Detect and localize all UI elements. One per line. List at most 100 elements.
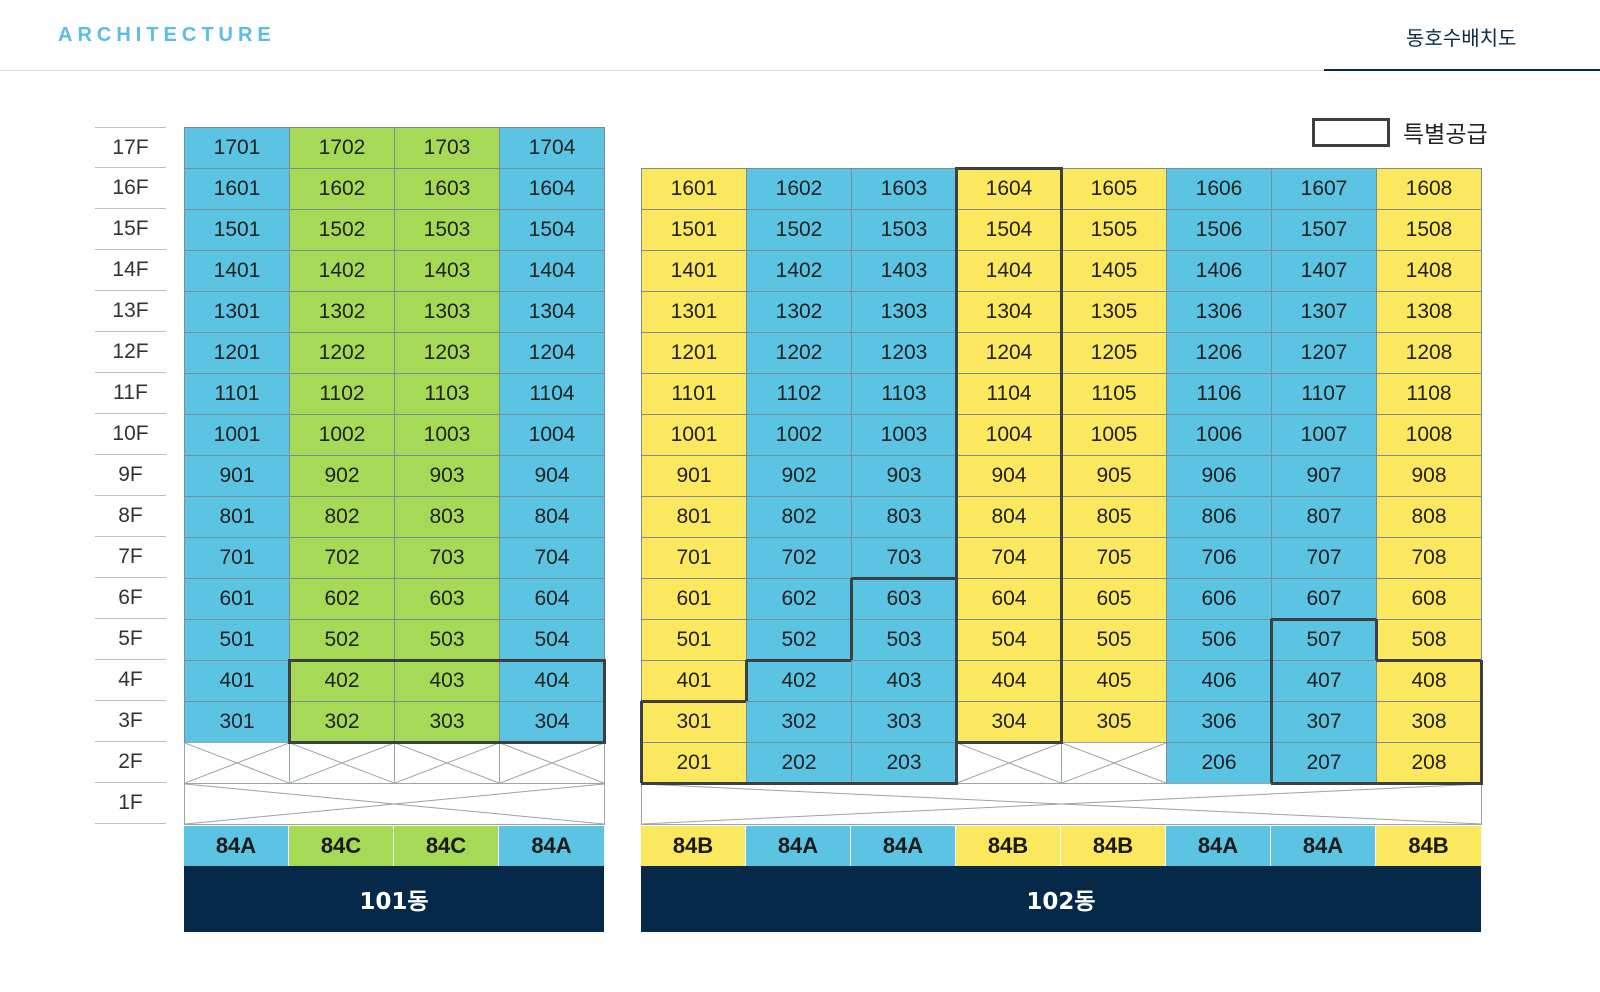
unit-102-1006[interactable]: 1006 bbox=[1166, 414, 1272, 456]
unit-102-702[interactable]: 702 bbox=[746, 537, 852, 579]
unit-102-1307[interactable]: 1307 bbox=[1271, 291, 1377, 333]
unit-102-1507[interactable]: 1507 bbox=[1271, 209, 1377, 251]
unit-102-1305[interactable]: 1305 bbox=[1061, 291, 1167, 333]
unit-102-1205[interactable]: 1205 bbox=[1061, 332, 1167, 374]
unit-102-905[interactable]: 905 bbox=[1061, 455, 1167, 497]
unit-101-1601[interactable]: 1601 bbox=[184, 168, 290, 210]
unit-101-604[interactable]: 604 bbox=[499, 578, 605, 620]
unit-101-301[interactable]: 301 bbox=[184, 701, 290, 743]
unit-102-606[interactable]: 606 bbox=[1166, 578, 1272, 620]
unit-102-1603[interactable]: 1603 bbox=[851, 168, 957, 210]
unit-102-501[interactable]: 501 bbox=[641, 619, 747, 661]
unit-101-1301[interactable]: 1301 bbox=[184, 291, 290, 333]
unit-101-703[interactable]: 703 bbox=[394, 537, 500, 579]
unit-102-1306[interactable]: 1306 bbox=[1166, 291, 1272, 333]
unit-102-604[interactable]: 604 bbox=[956, 578, 1062, 620]
unit-102-603[interactable]: 603 bbox=[851, 578, 957, 620]
unit-101-402[interactable]: 402 bbox=[289, 660, 395, 702]
unit-101-803[interactable]: 803 bbox=[394, 496, 500, 538]
unit-102-301[interactable]: 301 bbox=[641, 701, 747, 743]
unit-101-704[interactable]: 704 bbox=[499, 537, 605, 579]
unit-102-1608[interactable]: 1608 bbox=[1376, 168, 1482, 210]
unit-102-408[interactable]: 408 bbox=[1376, 660, 1482, 702]
unit-102-1104[interactable]: 1104 bbox=[956, 373, 1062, 415]
unit-102-1406[interactable]: 1406 bbox=[1166, 250, 1272, 292]
unit-101-302[interactable]: 302 bbox=[289, 701, 395, 743]
unit-102-705[interactable]: 705 bbox=[1061, 537, 1167, 579]
unit-101-503[interactable]: 503 bbox=[394, 619, 500, 661]
unit-101-1103[interactable]: 1103 bbox=[394, 373, 500, 415]
unit-102-701[interactable]: 701 bbox=[641, 537, 747, 579]
unit-102-1004[interactable]: 1004 bbox=[956, 414, 1062, 456]
unit-102-706[interactable]: 706 bbox=[1166, 537, 1272, 579]
unit-101-702[interactable]: 702 bbox=[289, 537, 395, 579]
unit-102-1301[interactable]: 1301 bbox=[641, 291, 747, 333]
unit-102-1401[interactable]: 1401 bbox=[641, 250, 747, 292]
unit-101-1004[interactable]: 1004 bbox=[499, 414, 605, 456]
unit-101-1402[interactable]: 1402 bbox=[289, 250, 395, 292]
unit-102-1405[interactable]: 1405 bbox=[1061, 250, 1167, 292]
unit-102-403[interactable]: 403 bbox=[851, 660, 957, 702]
unit-102-1605[interactable]: 1605 bbox=[1061, 168, 1167, 210]
unit-102-1207[interactable]: 1207 bbox=[1271, 332, 1377, 374]
unit-102-1005[interactable]: 1005 bbox=[1061, 414, 1167, 456]
unit-102-1505[interactable]: 1505 bbox=[1061, 209, 1167, 251]
unit-101-1401[interactable]: 1401 bbox=[184, 250, 290, 292]
unit-102-1508[interactable]: 1508 bbox=[1376, 209, 1482, 251]
unit-101-701[interactable]: 701 bbox=[184, 537, 290, 579]
unit-101-1501[interactable]: 1501 bbox=[184, 209, 290, 251]
unit-102-302[interactable]: 302 bbox=[746, 701, 852, 743]
unit-102-503[interactable]: 503 bbox=[851, 619, 957, 661]
unit-102-605[interactable]: 605 bbox=[1061, 578, 1167, 620]
unit-102-1102[interactable]: 1102 bbox=[746, 373, 852, 415]
unit-102-1501[interactable]: 1501 bbox=[641, 209, 747, 251]
unit-102-407[interactable]: 407 bbox=[1271, 660, 1377, 702]
unit-101-1703[interactable]: 1703 bbox=[394, 127, 500, 169]
unit-102-504[interactable]: 504 bbox=[956, 619, 1062, 661]
unit-101-1302[interactable]: 1302 bbox=[289, 291, 395, 333]
unit-101-1504[interactable]: 1504 bbox=[499, 209, 605, 251]
unit-101-1701[interactable]: 1701 bbox=[184, 127, 290, 169]
unit-101-1002[interactable]: 1002 bbox=[289, 414, 395, 456]
unit-101-1102[interactable]: 1102 bbox=[289, 373, 395, 415]
unit-102-806[interactable]: 806 bbox=[1166, 496, 1272, 538]
unit-102-1107[interactable]: 1107 bbox=[1271, 373, 1377, 415]
unit-102-1408[interactable]: 1408 bbox=[1376, 250, 1482, 292]
unit-101-401[interactable]: 401 bbox=[184, 660, 290, 702]
unit-102-608[interactable]: 608 bbox=[1376, 578, 1482, 620]
unit-102-401[interactable]: 401 bbox=[641, 660, 747, 702]
unit-102-502[interactable]: 502 bbox=[746, 619, 852, 661]
unit-102-1601[interactable]: 1601 bbox=[641, 168, 747, 210]
unit-102-1604[interactable]: 1604 bbox=[956, 168, 1062, 210]
unit-101-504[interactable]: 504 bbox=[499, 619, 605, 661]
unit-101-1204[interactable]: 1204 bbox=[499, 332, 605, 374]
unit-102-1106[interactable]: 1106 bbox=[1166, 373, 1272, 415]
unit-102-306[interactable]: 306 bbox=[1166, 701, 1272, 743]
unit-102-1502[interactable]: 1502 bbox=[746, 209, 852, 251]
unit-101-901[interactable]: 901 bbox=[184, 455, 290, 497]
unit-102-908[interactable]: 908 bbox=[1376, 455, 1482, 497]
unit-101-1603[interactable]: 1603 bbox=[394, 168, 500, 210]
unit-102-1003[interactable]: 1003 bbox=[851, 414, 957, 456]
unit-102-1504[interactable]: 1504 bbox=[956, 209, 1062, 251]
unit-101-1702[interactable]: 1702 bbox=[289, 127, 395, 169]
unit-102-708[interactable]: 708 bbox=[1376, 537, 1482, 579]
unit-101-1403[interactable]: 1403 bbox=[394, 250, 500, 292]
unit-102-703[interactable]: 703 bbox=[851, 537, 957, 579]
unit-102-305[interactable]: 305 bbox=[1061, 701, 1167, 743]
unit-102-203[interactable]: 203 bbox=[851, 742, 957, 784]
unit-102-903[interactable]: 903 bbox=[851, 455, 957, 497]
unit-102-807[interactable]: 807 bbox=[1271, 496, 1377, 538]
unit-101-1201[interactable]: 1201 bbox=[184, 332, 290, 374]
unit-102-704[interactable]: 704 bbox=[956, 537, 1062, 579]
unit-101-601[interactable]: 601 bbox=[184, 578, 290, 620]
unit-102-1103[interactable]: 1103 bbox=[851, 373, 957, 415]
unit-102-901[interactable]: 901 bbox=[641, 455, 747, 497]
unit-101-1502[interactable]: 1502 bbox=[289, 209, 395, 251]
unit-102-1308[interactable]: 1308 bbox=[1376, 291, 1482, 333]
unit-102-505[interactable]: 505 bbox=[1061, 619, 1167, 661]
unit-102-1208[interactable]: 1208 bbox=[1376, 332, 1482, 374]
unit-102-904[interactable]: 904 bbox=[956, 455, 1062, 497]
unit-102-1402[interactable]: 1402 bbox=[746, 250, 852, 292]
unit-102-201[interactable]: 201 bbox=[641, 742, 747, 784]
